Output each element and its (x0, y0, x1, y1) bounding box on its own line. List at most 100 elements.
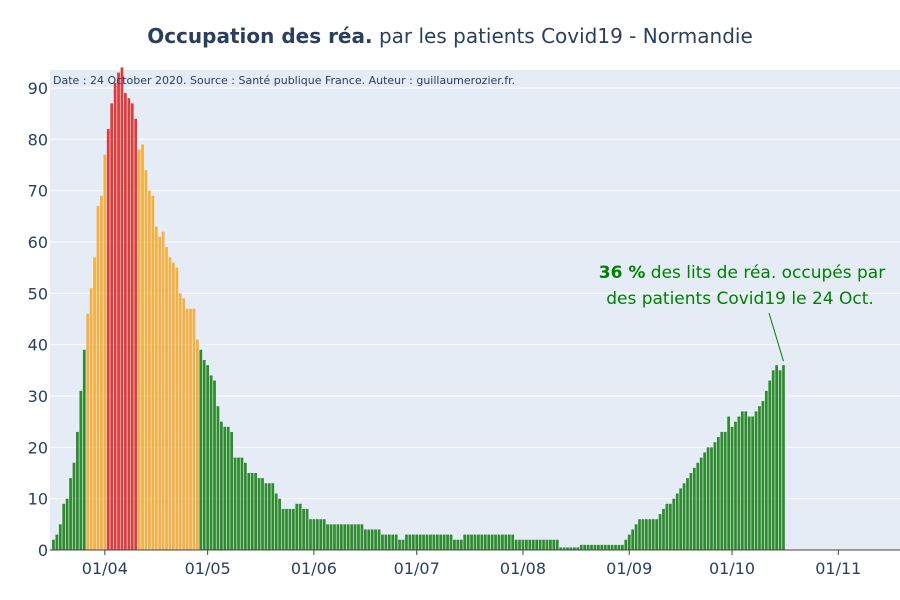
bar (326, 524, 329, 550)
bar (477, 534, 480, 550)
bar (518, 539, 521, 550)
y-tick-label: 50 (28, 284, 48, 303)
bar (535, 539, 539, 550)
bar (339, 524, 343, 550)
bar (716, 437, 720, 550)
bar (182, 298, 186, 550)
bar (278, 498, 282, 550)
bar (627, 534, 631, 550)
bar (350, 524, 353, 550)
bar (315, 519, 319, 550)
bar (72, 462, 76, 550)
bar (322, 519, 326, 550)
bar (562, 547, 566, 550)
bar (507, 534, 511, 550)
x-tick-label: 01/08 (500, 559, 546, 578)
bar (668, 503, 672, 550)
bar (329, 524, 333, 550)
bar (360, 524, 364, 550)
x-tick-label: 01/06 (291, 559, 337, 578)
bar (141, 144, 144, 550)
bar (62, 503, 66, 550)
bar (648, 519, 652, 550)
bar (545, 539, 549, 550)
bar (58, 524, 62, 550)
bar (405, 534, 408, 550)
bar (439, 534, 443, 550)
bar (401, 539, 405, 550)
bar (363, 529, 367, 550)
bar (254, 472, 258, 550)
bar (511, 534, 515, 550)
bar (754, 411, 758, 550)
bar (144, 170, 148, 551)
bar (501, 534, 504, 550)
y-tick-label: 80 (28, 130, 48, 149)
bar (346, 524, 350, 550)
bar (480, 534, 484, 550)
bar (727, 416, 730, 550)
bar (614, 544, 617, 550)
annotation-line2: des patients Covid19 le 24 Oct. (606, 289, 874, 309)
bar (96, 206, 100, 550)
bar (497, 534, 501, 550)
bar (117, 72, 120, 551)
chart-title-rest: par les patients Covid19 - Normandie (372, 24, 753, 48)
bar (525, 539, 528, 550)
bar (744, 411, 748, 550)
y-tick-label: 30 (28, 387, 48, 406)
bar (158, 236, 162, 551)
bar (333, 524, 336, 550)
bar (130, 103, 134, 550)
bars (52, 67, 785, 551)
bar (768, 380, 772, 550)
bar (274, 493, 278, 550)
bar (189, 308, 192, 550)
x-tick-label: 01/11 (815, 559, 861, 578)
bar (723, 431, 727, 550)
bar (751, 416, 754, 550)
bar (552, 539, 556, 550)
bar (453, 539, 456, 550)
bar (734, 421, 737, 550)
bar (271, 483, 275, 550)
bar (151, 195, 155, 551)
bar (775, 365, 778, 550)
bar (651, 519, 655, 550)
bar (624, 539, 628, 550)
bar (124, 93, 127, 551)
bar (250, 472, 254, 550)
bar (621, 544, 624, 550)
bar (106, 129, 110, 551)
bar (418, 534, 422, 550)
bar (336, 524, 340, 550)
bar (285, 508, 288, 550)
bar (367, 529, 371, 550)
bar (185, 308, 189, 550)
bar (305, 508, 309, 550)
bar (740, 411, 744, 550)
bar (65, 498, 69, 550)
bar (281, 508, 285, 550)
bar (641, 519, 645, 550)
bar (175, 267, 179, 550)
x-tick-label: 01/07 (394, 559, 440, 578)
bar (569, 547, 573, 550)
bar (600, 544, 604, 550)
bar (264, 483, 268, 550)
chart-title-bold: Occupation des réa. (147, 24, 373, 48)
bar (226, 426, 230, 550)
bar (261, 478, 264, 550)
bar (233, 457, 237, 550)
bar (456, 539, 460, 550)
bar (459, 539, 463, 550)
bar (240, 457, 244, 550)
bar (655, 519, 659, 550)
bar (55, 534, 59, 550)
bar (93, 257, 96, 550)
bar (603, 544, 607, 550)
bar (590, 544, 593, 550)
bar (528, 539, 532, 550)
bar (291, 508, 295, 550)
